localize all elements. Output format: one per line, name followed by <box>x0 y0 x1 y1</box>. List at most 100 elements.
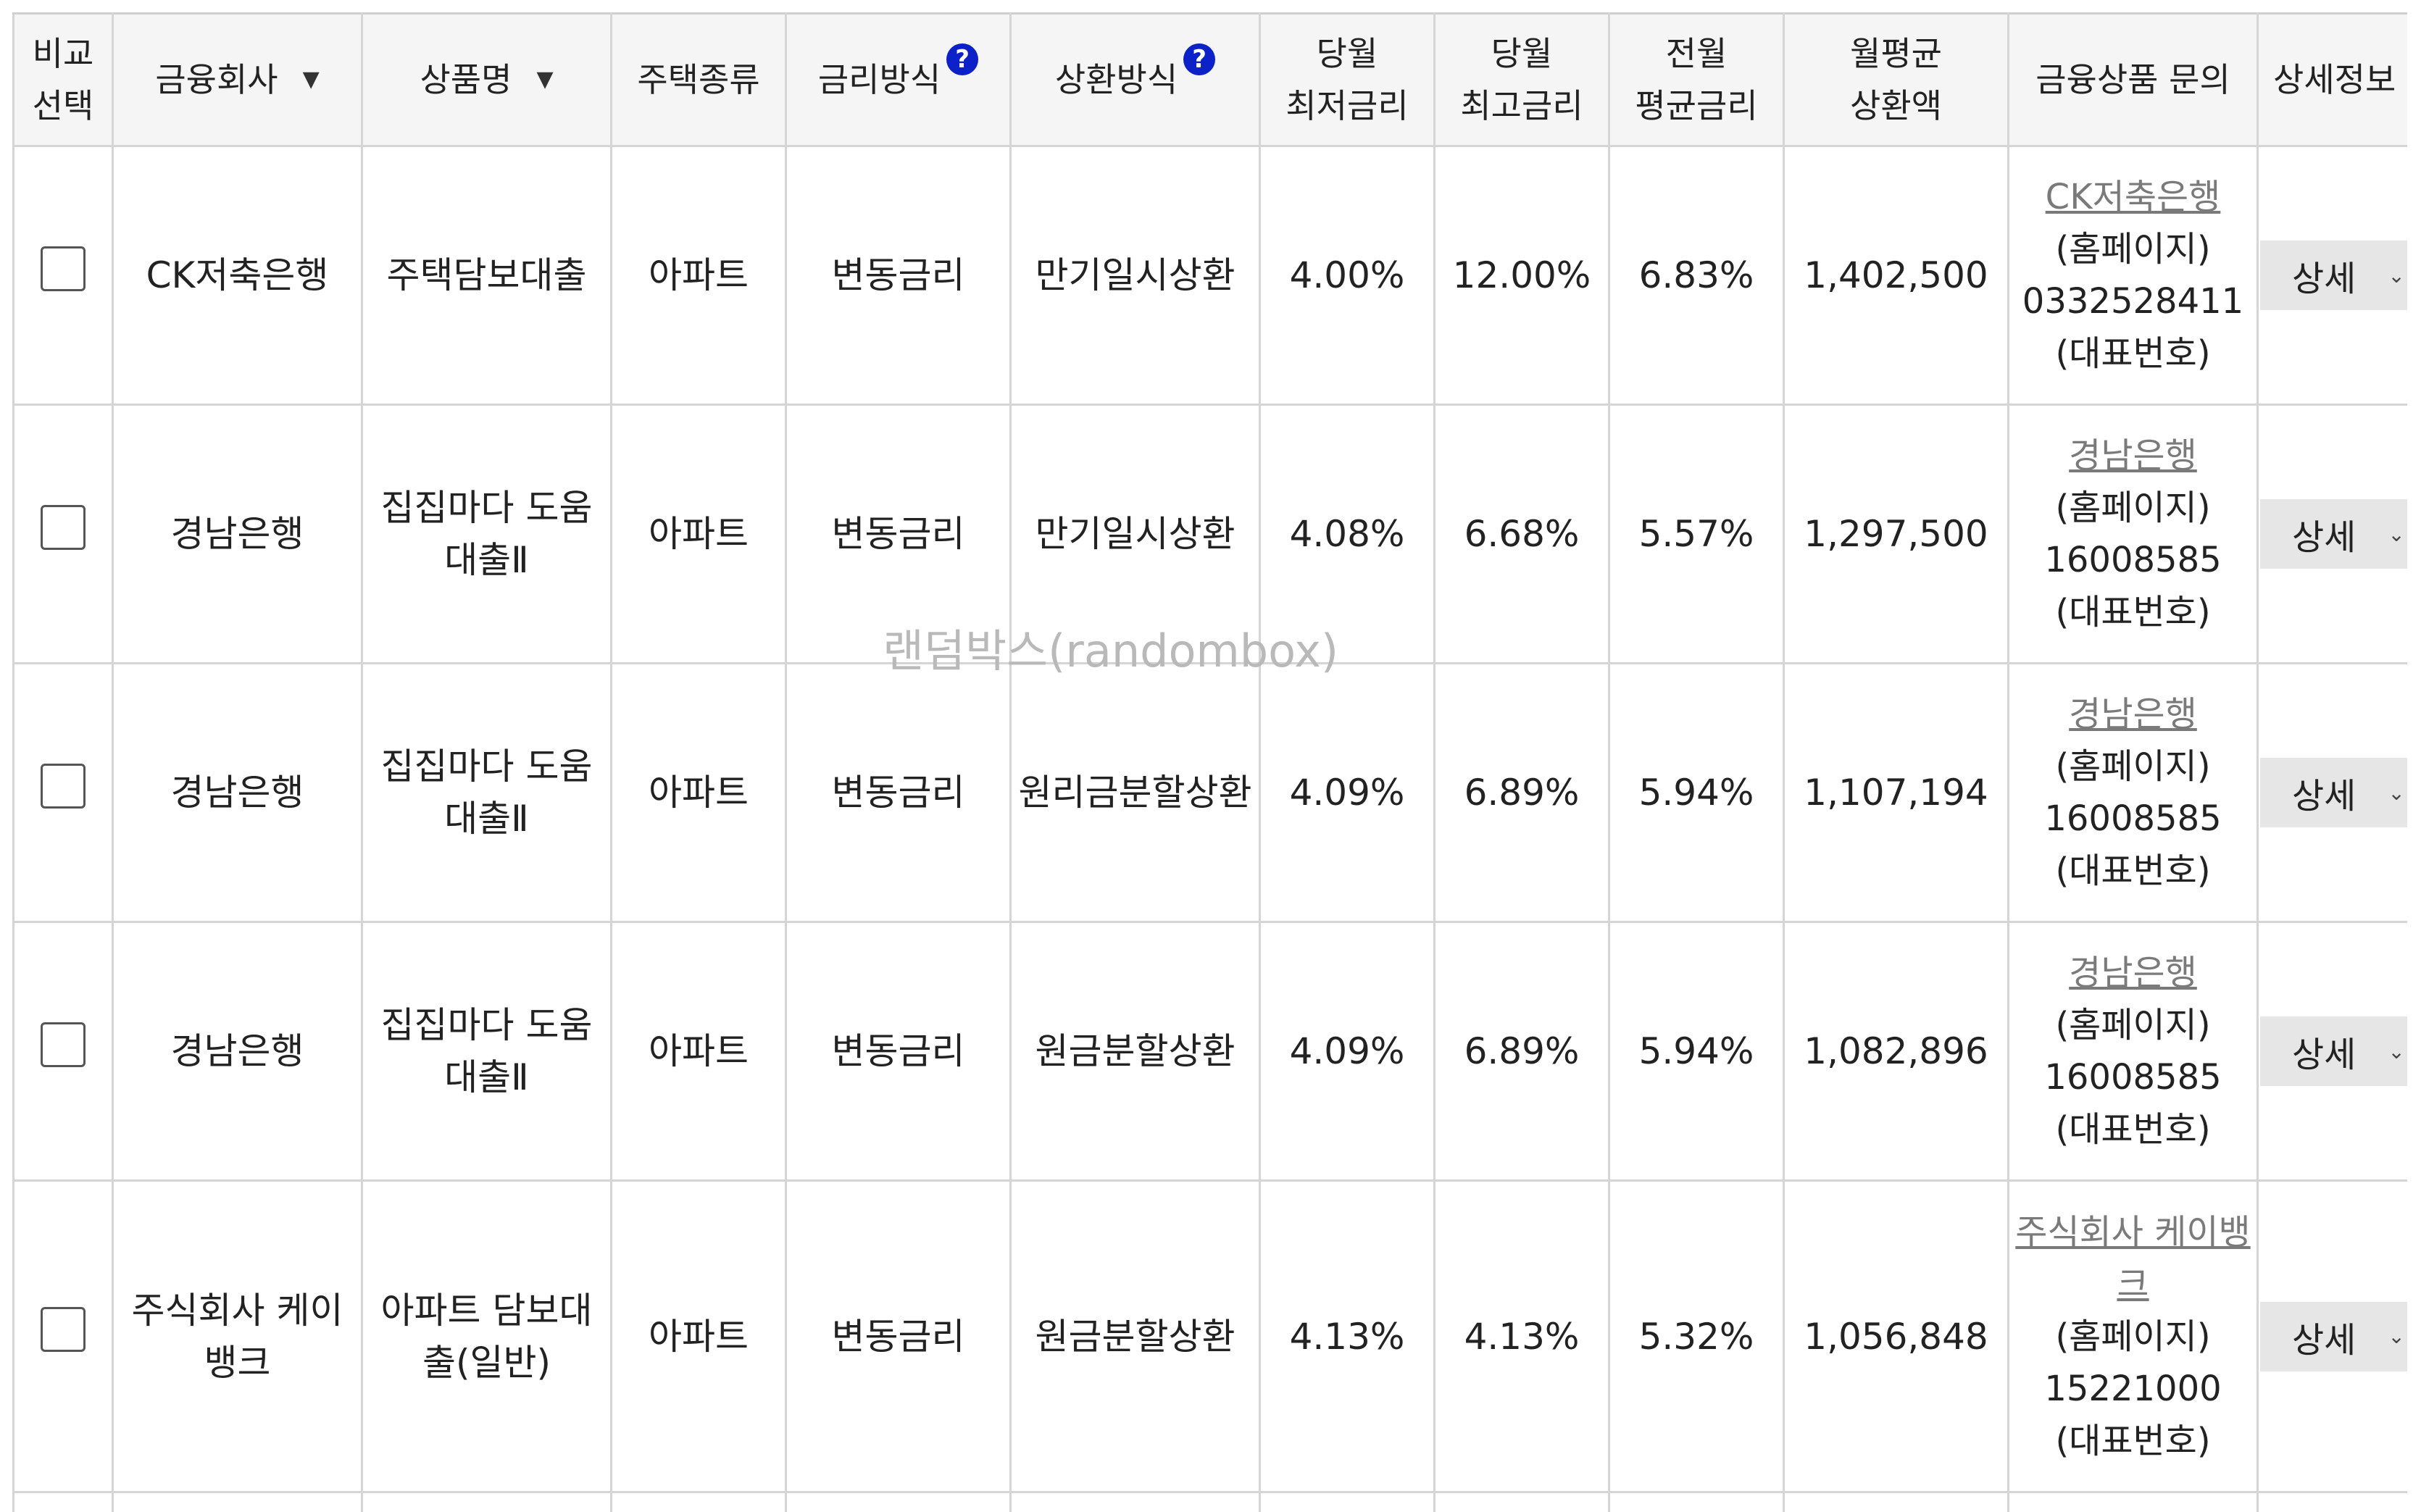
detail-dropdown-button[interactable]: 상세 ⌄ <box>2260 1016 2407 1086</box>
house-type-cell: 아파트 <box>610 404 787 664</box>
monthly-payment-cell: 1,107,194 <box>1783 662 2009 923</box>
company-cell: CK저축은행 <box>112 145 363 406</box>
header-min-rate[interactable]: 당월 최저금리 <box>1259 12 1435 147</box>
min-rate: 4.08% <box>1289 513 1405 555</box>
partial-cell <box>12 1491 114 1512</box>
monthly-payment-cell: 1,056,848 <box>1783 1179 2009 1493</box>
header-max-rate[interactable]: 당월 최고금리 <box>1433 12 1610 147</box>
phone-label: (대표번호) <box>2055 1420 2211 1461</box>
table-row: 경남은행 집집마다 도움대출Ⅱ 아파트 변동금리 원금분할상환 4.09% 6.89% 5.9… <box>12 921 2407 1182</box>
rate-type-cell: 변동금리 <box>785 1179 1012 1493</box>
chevron-down-icon: ⌄ <box>2388 780 2405 805</box>
detail-dropdown-button[interactable]: 상세 ⌄ <box>2260 758 2407 827</box>
header-avg-rate[interactable]: 전월 평균금리 <box>1608 12 1785 147</box>
avg-rate: 5.94% <box>1638 772 1754 814</box>
detail-button-label: 상세 <box>2292 1319 2357 1361</box>
detail-cell: 상세 ⌄ <box>2257 1179 2407 1493</box>
header-rate-type: 금리방식? <box>785 12 1012 147</box>
table-row: 주식회사 케이뱅크 아파트 담보대출(일반) 아파트 변동금리 원금분할상환 4.13% 4… <box>12 1179 2407 1493</box>
bank-homepage-link[interactable]: 경남은행 <box>2069 694 2197 735</box>
loan-comparison-table: 비교 선택 금융회사 ▼ 상품명 ▼ 주택 <box>12 12 2407 1512</box>
header-avg-rate-line1: 전월 <box>1665 34 1728 73</box>
compare-checkbox[interactable] <box>41 246 86 291</box>
header-product-label: 상품명 <box>420 60 512 99</box>
phone-number: 16008585 <box>2044 798 2222 839</box>
product-cell: 집집마다 도움대출Ⅱ <box>361 921 612 1182</box>
min-rate-cell: 4.09% <box>1259 662 1435 923</box>
house-type: 아파트 <box>649 1030 749 1072</box>
partial-cell <box>1608 1491 1785 1512</box>
header-monthly-payment[interactable]: 월평균 상환액 <box>1783 12 2009 147</box>
repay-type-cell: 만기일시상환 <box>1009 404 1261 664</box>
company-cell: 주식회사 케이뱅크 <box>112 1179 363 1493</box>
homepage-label: (홈페이지) <box>2055 746 2211 787</box>
rate-type-cell: 변동금리 <box>785 404 1012 664</box>
header-max-rate-line2: 최고금리 <box>1460 86 1583 125</box>
compare-select-cell <box>12 145 114 406</box>
header-compare-select: 비교 선택 <box>12 12 114 147</box>
bank-homepage-link[interactable]: 경남은행 <box>2069 953 2197 993</box>
min-rate-cell: 4.08% <box>1259 404 1435 664</box>
product-name: 집집마다 도움대출Ⅱ <box>380 745 593 840</box>
sort-down-icon[interactable]: ▼ <box>536 67 554 92</box>
rate-type: 변동금리 <box>831 513 965 555</box>
sort-down-icon[interactable]: ▼ <box>302 67 320 92</box>
detail-cell: 상세 ⌄ <box>2257 404 2407 664</box>
inquiry-cell: CK저축은행 (홈페이지) 0332528411 (대표번호) <box>2007 145 2259 406</box>
homepage-label: (홈페이지) <box>2055 1316 2211 1357</box>
detail-dropdown-button[interactable]: 상세 ⌄ <box>2260 499 2407 569</box>
rate-type: 변동금리 <box>831 1030 965 1072</box>
max-rate: 6.68% <box>1464 513 1580 555</box>
header-min-rate-line2: 최저금리 <box>1285 86 1409 125</box>
house-type: 아파트 <box>649 772 749 814</box>
detail-dropdown-button[interactable]: 상세 ⌄ <box>2260 241 2407 310</box>
compare-checkbox[interactable] <box>41 763 86 809</box>
detail-dropdown-button[interactable]: 상세 ⌄ <box>2260 1301 2407 1371</box>
compare-checkbox[interactable] <box>41 1022 86 1067</box>
repay-type: 원금분할상환 <box>1035 1030 1235 1072</box>
min-rate: 4.09% <box>1289 772 1405 814</box>
detail-button-label: 상세 <box>2292 1035 2357 1075</box>
max-rate-cell: 4.13% <box>1433 1179 1610 1493</box>
repay-type-cell: 원금분할상환 <box>1009 921 1261 1182</box>
monthly-payment: 1,107,194 <box>1804 772 1988 814</box>
bank-homepage-link[interactable]: 경남은행 <box>2069 435 2197 476</box>
repay-type: 만기일시상환 <box>1035 254 1235 296</box>
header-monthly-line2: 상환액 <box>1850 86 1942 125</box>
header-inquiry-label: 금융상품 문의 <box>2035 60 2230 99</box>
min-rate: 4.09% <box>1289 1030 1405 1072</box>
repay-type-cell: 만기일시상환 <box>1009 145 1261 406</box>
product-name: 집집마다 도움대출Ⅱ <box>380 487 593 581</box>
max-rate: 6.89% <box>1464 772 1580 814</box>
partial-cell <box>1009 1491 1261 1512</box>
max-rate-cell: 6.89% <box>1433 662 1610 923</box>
avg-rate-cell: 5.57% <box>1608 404 1785 664</box>
detail-cell: 상세 ⌄ <box>2257 921 2407 1182</box>
phone-number: 16008585 <box>2044 540 2222 580</box>
detail-button-label: 상세 <box>2292 259 2357 299</box>
company-name: 주식회사 케이뱅크 <box>131 1289 343 1384</box>
bank-homepage-link[interactable]: CK저축은행 <box>2045 177 2221 217</box>
header-product[interactable]: 상품명 ▼ <box>361 12 612 147</box>
house-type-cell: 아파트 <box>610 145 787 406</box>
rate-type-cell: 변동금리 <box>785 921 1012 1182</box>
product-name: 집집마다 도움대출Ⅱ <box>380 1004 593 1098</box>
partial-cell <box>2257 1491 2407 1512</box>
chevron-down-icon: ⌄ <box>2388 1324 2405 1348</box>
header-company[interactable]: 금융회사 ▼ <box>112 12 363 147</box>
table-row-partial <box>12 1491 2407 1512</box>
help-question-icon[interactable]: ? <box>946 43 979 75</box>
partial-cell <box>610 1491 787 1512</box>
house-type: 아파트 <box>649 513 749 555</box>
bank-homepage-link[interactable]: 주식회사 케이뱅크 <box>2015 1211 2251 1305</box>
partial-cell <box>785 1491 1012 1512</box>
homepage-label: (홈페이지) <box>2055 1005 2211 1045</box>
homepage-label: (홈페이지) <box>2055 488 2211 528</box>
compare-checkbox[interactable] <box>41 1307 86 1352</box>
company-cell: 경남은행 <box>112 921 363 1182</box>
help-question-icon[interactable]: ? <box>1183 43 1216 75</box>
compare-checkbox[interactable] <box>41 504 86 550</box>
partial-cell <box>1259 1491 1435 1512</box>
loan-comparison-table-container: 비교 선택 금융회사 ▼ 상품명 ▼ 주택 <box>12 12 2407 1512</box>
